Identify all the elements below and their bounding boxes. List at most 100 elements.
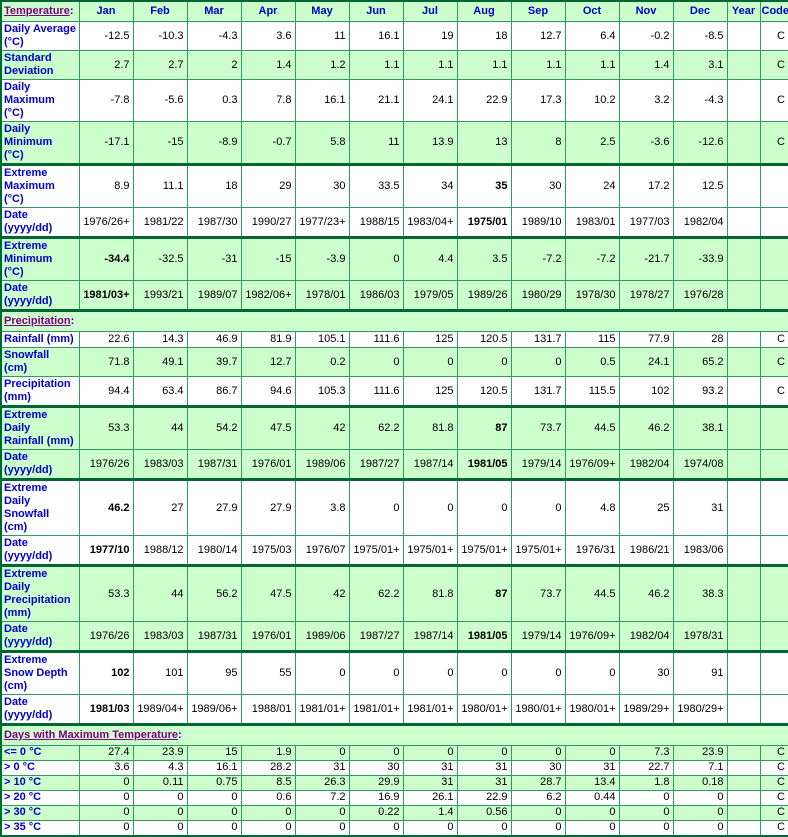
value-cell: 0 xyxy=(78,820,134,837)
value-cell: 73.7 xyxy=(510,564,566,622)
value-cell: 38.3 xyxy=(672,564,728,622)
date-cell: 1983/06 xyxy=(672,535,728,566)
month-header: May xyxy=(294,0,350,22)
value-cell: 3.2 xyxy=(618,79,674,122)
value-cell: 46.9 xyxy=(186,331,242,348)
value-cell: -21.7 xyxy=(618,236,674,281)
date-cell: 1987/27 xyxy=(348,621,404,652)
value-cell: 120.5 xyxy=(456,331,512,348)
date-cell: 1982/06+ xyxy=(240,280,296,311)
row-label: Daily Minimum (°C) xyxy=(0,121,80,165)
date-cell: 1986/03 xyxy=(348,280,404,311)
value-cell: 0.3 xyxy=(186,79,242,122)
year-cell xyxy=(726,820,761,837)
date-cell: 1987/14 xyxy=(402,621,458,652)
value-cell: 49.1 xyxy=(132,347,188,377)
value-cell: 94.4 xyxy=(78,376,134,407)
date-cell: 1976/01 xyxy=(240,449,296,480)
value-cell: 120.5 xyxy=(456,376,512,407)
value-cell: -4.3 xyxy=(672,79,728,122)
value-cell: 16.1 xyxy=(294,79,350,122)
table-row: Daily Average (°C) -12.5 -10.3 -4.3 3.6 11 16.… xyxy=(0,21,788,51)
value-cell: 23.9 xyxy=(132,745,188,761)
colon: : xyxy=(70,315,75,327)
date-cell: 1980/29+ xyxy=(672,694,728,725)
value-cell: 87 xyxy=(456,405,512,450)
value-cell: 7.1 xyxy=(672,760,728,776)
section-title-cell: Precipitation: xyxy=(0,309,788,332)
value-cell: 31 xyxy=(456,760,512,776)
value-cell: -7.2 xyxy=(564,236,620,281)
date-cell: 1978/31 xyxy=(672,621,728,652)
table-row: Extreme Daily Snowfall (cm) 46.2 27 27.9 27.… xyxy=(0,478,788,536)
value-cell: 1.2 xyxy=(294,50,350,80)
value-cell: 0 xyxy=(294,820,350,837)
value-cell: 0 xyxy=(240,805,296,821)
value-cell: 0 xyxy=(240,820,296,837)
temperature-section-link[interactable]: Temperature xyxy=(4,5,70,17)
year-cell xyxy=(726,347,761,377)
value-cell: 3.6 xyxy=(78,760,134,776)
value-cell: 3.1 xyxy=(672,50,728,80)
value-cell: 13.4 xyxy=(564,775,620,791)
value-cell: 4.3 xyxy=(132,760,188,776)
value-cell: 10.2 xyxy=(564,79,620,122)
month-header: Apr xyxy=(240,0,296,22)
year-cell xyxy=(726,760,761,776)
days-with-maximum-temperature-section-link[interactable]: Days with Maximum Temperature xyxy=(4,729,179,741)
value-cell: 125 xyxy=(402,331,458,348)
value-cell: 1.1 xyxy=(564,50,620,80)
value-cell: 102 xyxy=(78,650,134,695)
value-cell: 3.6 xyxy=(240,21,296,51)
date-cell: 1987/14 xyxy=(402,449,458,480)
value-cell: 1.1 xyxy=(510,50,566,80)
date-cell: 1974/08 xyxy=(672,449,728,480)
date-cell: 1988/12 xyxy=(132,535,188,566)
date-cell: 1976/26 xyxy=(78,449,134,480)
value-cell: 0.6 xyxy=(240,790,296,806)
value-cell: 0 xyxy=(348,236,404,281)
table-row: > 35 °C 0 0 0 0 0 0 0 0 0 0 0 0 C xyxy=(0,820,788,837)
date-cell: 1979/05 xyxy=(402,280,458,311)
value-cell: 0 xyxy=(78,790,134,806)
value-cell: 0 xyxy=(402,745,458,761)
value-cell: 19 xyxy=(402,21,458,51)
year-cell xyxy=(726,50,761,80)
value-cell: -7.2 xyxy=(510,236,566,281)
value-cell: 47.5 xyxy=(240,405,296,450)
value-cell: 0 xyxy=(456,745,512,761)
month-header: Jan xyxy=(78,0,134,22)
value-cell: 1.1 xyxy=(456,50,512,80)
table-row: > 20 °C 0 0 0 0.6 7.2 16.9 26.1 22.9 6.2 0.44 0 0 C xyxy=(0,790,788,806)
value-cell: -3.6 xyxy=(618,121,674,165)
section-title-cell: Days with Maximum Temperature: xyxy=(0,723,788,746)
row-label: Date (yyyy/dd) xyxy=(0,207,80,238)
value-cell: 77.9 xyxy=(618,331,674,348)
date-cell: 1980/29 xyxy=(510,280,566,311)
value-cell: 0 xyxy=(186,790,242,806)
row-label: > 10 °C xyxy=(0,775,80,791)
date-cell: 1988/01 xyxy=(240,694,296,725)
value-cell: 42 xyxy=(294,564,350,622)
date-cell: 1976/09+ xyxy=(564,449,620,480)
precipitation-section-link[interactable]: Precipitation xyxy=(4,315,71,327)
value-cell: 0 xyxy=(510,478,566,536)
date-cell: 1987/30 xyxy=(186,207,242,238)
code-cell: C xyxy=(759,775,788,791)
row-label: > 35 °C xyxy=(0,820,80,837)
value-cell: 115 xyxy=(564,331,620,348)
code-cell: C xyxy=(759,760,788,776)
code-cell: C xyxy=(759,376,788,407)
value-cell: 39.7 xyxy=(186,347,242,377)
date-cell: 1981/05 xyxy=(456,449,512,480)
value-cell: 6.2 xyxy=(510,790,566,806)
value-cell: 44.5 xyxy=(564,405,620,450)
value-cell: 16.1 xyxy=(186,760,242,776)
value-cell: 53.3 xyxy=(78,564,134,622)
date-cell: 1987/27 xyxy=(348,449,404,480)
row-label: Date (yyyy/dd) xyxy=(0,280,80,311)
year-cell xyxy=(726,790,761,806)
date-cell: 1981/01+ xyxy=(348,694,404,725)
year-cell xyxy=(726,449,761,480)
